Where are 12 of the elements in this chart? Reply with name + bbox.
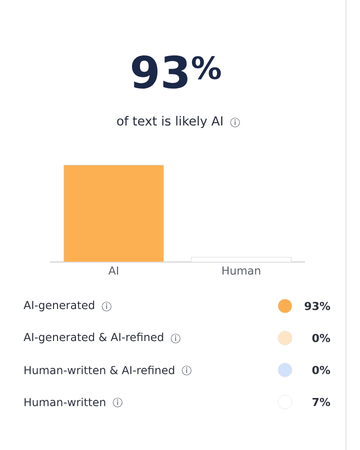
text: 7% <box>312 398 330 406</box>
category-label: AI-generated <box>24 300 94 312</box>
category-label: Human-written <box>24 398 106 406</box>
text: 0% <box>312 366 330 374</box>
category-label: AI-generated & AI-refined <box>24 332 164 344</box>
chart-title: 93$^{%}$ <box>132 55 221 89</box>
x-tick-label: Human <box>222 266 260 275</box>
text: 93% <box>304 302 330 310</box>
chart-subtitle: of text is likely AI <box>117 116 222 128</box>
x-tick-label: AI <box>108 266 118 275</box>
category-label: Human-written & AI-refined <box>24 366 174 374</box>
text: 0% <box>312 334 330 342</box>
